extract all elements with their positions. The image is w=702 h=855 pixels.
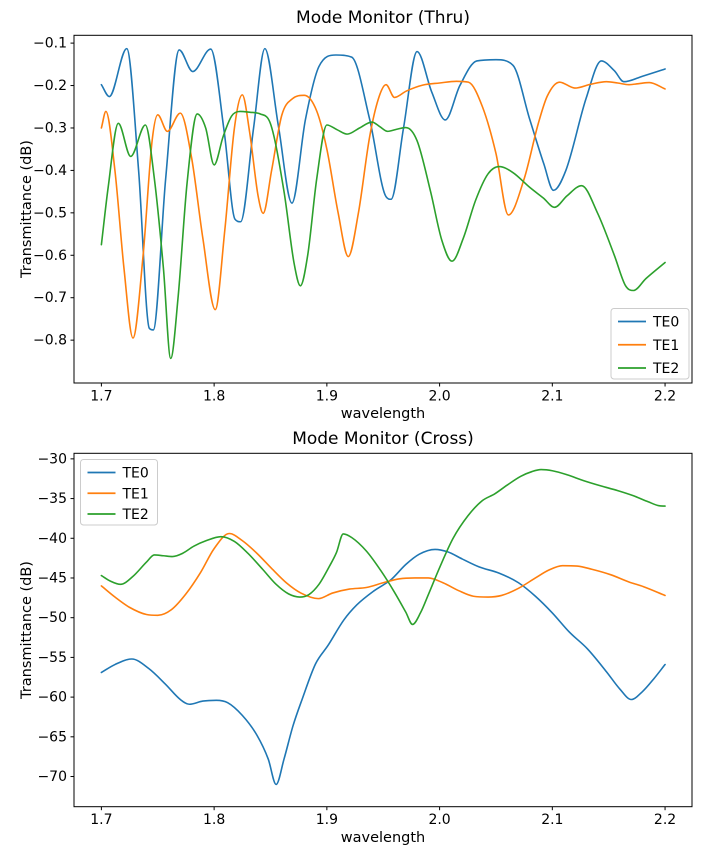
y-tick-label: −55: [37, 650, 67, 666]
y-axis-label-cross: Transmittance (dB): [19, 561, 35, 699]
y-tick-label: −0.7: [33, 290, 67, 306]
y-tick-label: −70: [37, 769, 67, 785]
x-tick-label: 2.0: [428, 812, 450, 828]
y-tick-label: −0.6: [33, 248, 67, 264]
series-TE0-line: [100, 47, 666, 331]
y-tick-label: −0.3: [33, 120, 67, 136]
x-axis-label-cross: wavelength: [340, 830, 426, 846]
series-TE2-line: [100, 110, 666, 360]
y-axis-label-thru: Transmittance (dB): [19, 140, 35, 278]
x-tick-label: 2.1: [541, 389, 563, 405]
x-axis-label-thru: wavelength: [340, 406, 426, 422]
y-tick-label: −30: [37, 451, 67, 467]
series-TE1-line: [100, 532, 666, 617]
y-tick-label: −0.5: [33, 205, 67, 221]
axes-cross: 1.7 1.8 1.9 2.0 2.1 2.2 −30 −35 −40 −45 −50 −55 −60 −…: [37, 451, 693, 828]
series-TE0-line: [100, 548, 666, 786]
y-tick-label: −0.4: [33, 163, 67, 179]
x-tick-label: 2.1: [541, 812, 563, 828]
series-TE2-line: [100, 468, 666, 626]
legend-label-TE0: TE0: [652, 315, 679, 331]
x-tick-label: 2.2: [654, 812, 676, 828]
axes-frame: [73, 452, 693, 808]
y-tick-label: −0.2: [33, 78, 67, 94]
axes-frame: [73, 34, 693, 384]
y-tick-label: −0.8: [33, 333, 67, 349]
y-tick-label: −50: [37, 610, 67, 626]
x-tick-label: 2.2: [654, 389, 676, 405]
x-tick-label: 1.7: [90, 812, 112, 828]
y-tick-label: −60: [37, 690, 67, 706]
y-tick-label: −40: [37, 531, 67, 547]
y-tick-label: −35: [37, 491, 67, 507]
x-tick-label: 1.7: [90, 389, 112, 405]
x-tick-label: 1.9: [316, 389, 338, 405]
legend-box: [610, 308, 690, 380]
legend-label-TE0: TE0: [122, 466, 149, 482]
legend-label-TE2: TE2: [652, 361, 679, 377]
legend-label-TE1: TE1: [122, 486, 149, 502]
chart-title-thru: Mode Monitor (Thru): [296, 8, 470, 28]
x-tick-label: 1.8: [203, 389, 225, 405]
x-tick-label: 2.0: [428, 389, 450, 405]
chart-title-cross: Mode Monitor (Cross): [292, 429, 474, 449]
y-tick-label: −65: [37, 729, 67, 745]
series-TE1-line: [100, 80, 666, 339]
legend-box: [80, 459, 158, 526]
legend-label-TE1: TE1: [652, 338, 679, 354]
x-tick-label: 1.8: [203, 812, 225, 828]
legend-label-TE2: TE2: [122, 507, 149, 523]
y-tick-label: −45: [37, 570, 67, 586]
y-tick-label: −0.1: [33, 36, 67, 52]
axes-thru: 1.7 1.8 1.9 2.0 2.1 2.2 −0.1 −0.2 −0.3 −0.4 −0.5 −0…: [33, 34, 693, 405]
x-tick-label: 1.9: [316, 812, 338, 828]
